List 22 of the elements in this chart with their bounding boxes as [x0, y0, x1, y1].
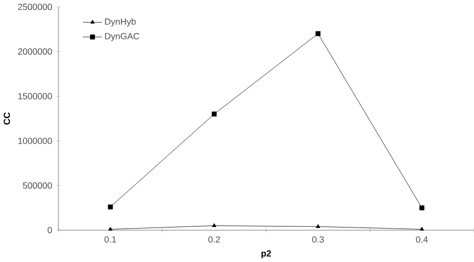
y-tick-label: 2000000 [18, 48, 52, 55]
x-axis-title: p2 [262, 250, 271, 258]
point [420, 226, 424, 231]
legend-label: DynHyb [105, 18, 136, 27]
y-tick-label: 2500000 [18, 4, 52, 10]
x-tick-label: 0.2 [208, 236, 220, 243]
point [419, 205, 424, 210]
point [316, 31, 320, 36]
point [108, 204, 113, 210]
point [316, 224, 320, 228]
y-axis-title: CC [4, 112, 10, 125]
y-tick-label: 1500000 [18, 93, 52, 100]
x-tick-label: 0.1 [104, 236, 116, 243]
y-tick-label: 500000 [22, 182, 52, 189]
y-tick-label: 1000000 [18, 138, 52, 144]
x-tick-label: 0.3 [312, 236, 324, 243]
y-tick-label: 0 [48, 227, 52, 234]
legend-label: DynGAC [105, 33, 140, 42]
point [212, 112, 217, 116]
point [108, 226, 113, 231]
point [212, 223, 216, 228]
x-tick-label: 0.4 [416, 236, 428, 243]
